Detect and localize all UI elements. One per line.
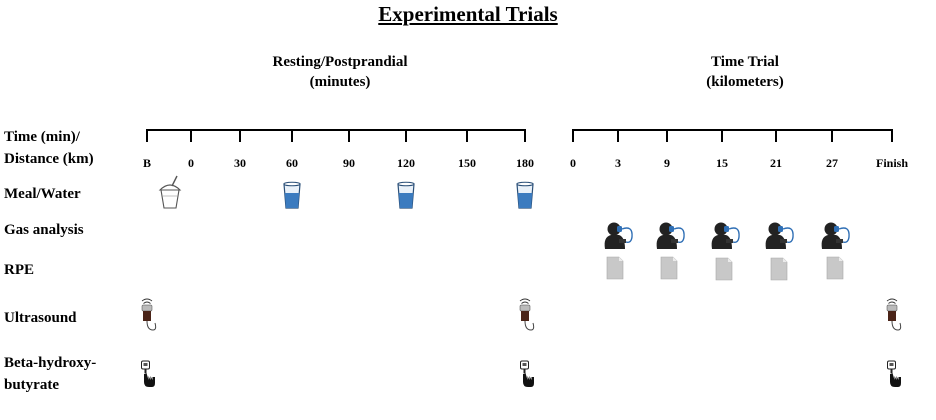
- gas-analysis-mask-icon: [764, 221, 794, 250]
- resting-tick-label: 180: [516, 156, 534, 170]
- finger-prick-meter-icon: [141, 360, 156, 388]
- water-glass-icon: [516, 181, 534, 209]
- row-label-time: Time (min)/ Distance (km): [4, 126, 94, 170]
- row-label-rpe: RPE: [4, 262, 34, 278]
- phase-time-trial-title: Time Trial: [711, 54, 779, 70]
- row-label-bhb: Beta-hydroxy- butyrate: [4, 352, 96, 396]
- time-trial-tick-label: 27: [826, 156, 838, 170]
- time-trial-tick-label: 9: [664, 156, 670, 170]
- resting-tick-label: 30: [234, 156, 246, 170]
- resting-tick-label: 120: [397, 156, 415, 170]
- resting-tick-label: 60: [286, 156, 298, 170]
- row-label-bhb-line2: butyrate: [4, 377, 59, 393]
- row-label-gas: Gas analysis: [4, 222, 84, 238]
- phase-resting-header: Resting/Postprandial (minutes): [230, 52, 450, 92]
- phase-resting-unit: (minutes): [309, 74, 371, 90]
- row-label-time-line2: Distance (km): [4, 151, 94, 167]
- resting-tick-label: B: [142, 156, 151, 170]
- ultrasound-probe-icon: [886, 298, 902, 331]
- rpe-sheet-icon: [606, 256, 624, 280]
- gas-analysis-mask-icon: [820, 221, 850, 250]
- phase-time-trial-header: Time Trial (kilometers): [640, 52, 850, 92]
- time-trial-tick-label: 3: [615, 156, 621, 170]
- water-glass-icon: [283, 181, 301, 209]
- diagram-title: Experimental Trials: [378, 2, 558, 26]
- gas-analysis-mask-icon: [655, 221, 685, 250]
- finger-prick-meter-icon: [520, 360, 535, 388]
- smoothie-cup-icon: [159, 175, 181, 209]
- resting-tick-label: 90: [343, 156, 355, 170]
- row-label-bhb-line1: Beta-hydroxy-: [4, 355, 97, 371]
- row-label-meal: Meal/Water: [4, 186, 81, 202]
- gas-analysis-mask-icon: [603, 221, 633, 250]
- gas-analysis-mask-icon: [710, 221, 740, 250]
- rpe-sheet-icon: [715, 257, 733, 281]
- rpe-sheet-icon: [660, 256, 678, 280]
- phase-time-trial-unit: (kilometers): [706, 74, 784, 90]
- rpe-sheet-icon: [770, 257, 788, 281]
- phase-resting-title: Resting/Postprandial: [272, 54, 408, 70]
- rpe-sheet-icon: [826, 256, 844, 280]
- time-trial-tick-label: Finish: [875, 156, 908, 170]
- time-trial-tick-label: 21: [770, 156, 782, 170]
- time-trial-tick-label: 15: [716, 156, 728, 170]
- resting-tick-label: 0: [188, 156, 194, 170]
- ultrasound-probe-icon: [141, 298, 157, 331]
- water-glass-icon: [397, 181, 415, 209]
- time-trial-tick-label: 0: [570, 156, 576, 170]
- row-label-ultrasound: Ultrasound: [4, 310, 77, 326]
- finger-prick-meter-icon: [887, 360, 902, 388]
- ultrasound-probe-icon: [519, 298, 535, 331]
- row-label-time-line1: Time (min)/: [4, 129, 80, 145]
- resting-tick-label: 150: [458, 156, 476, 170]
